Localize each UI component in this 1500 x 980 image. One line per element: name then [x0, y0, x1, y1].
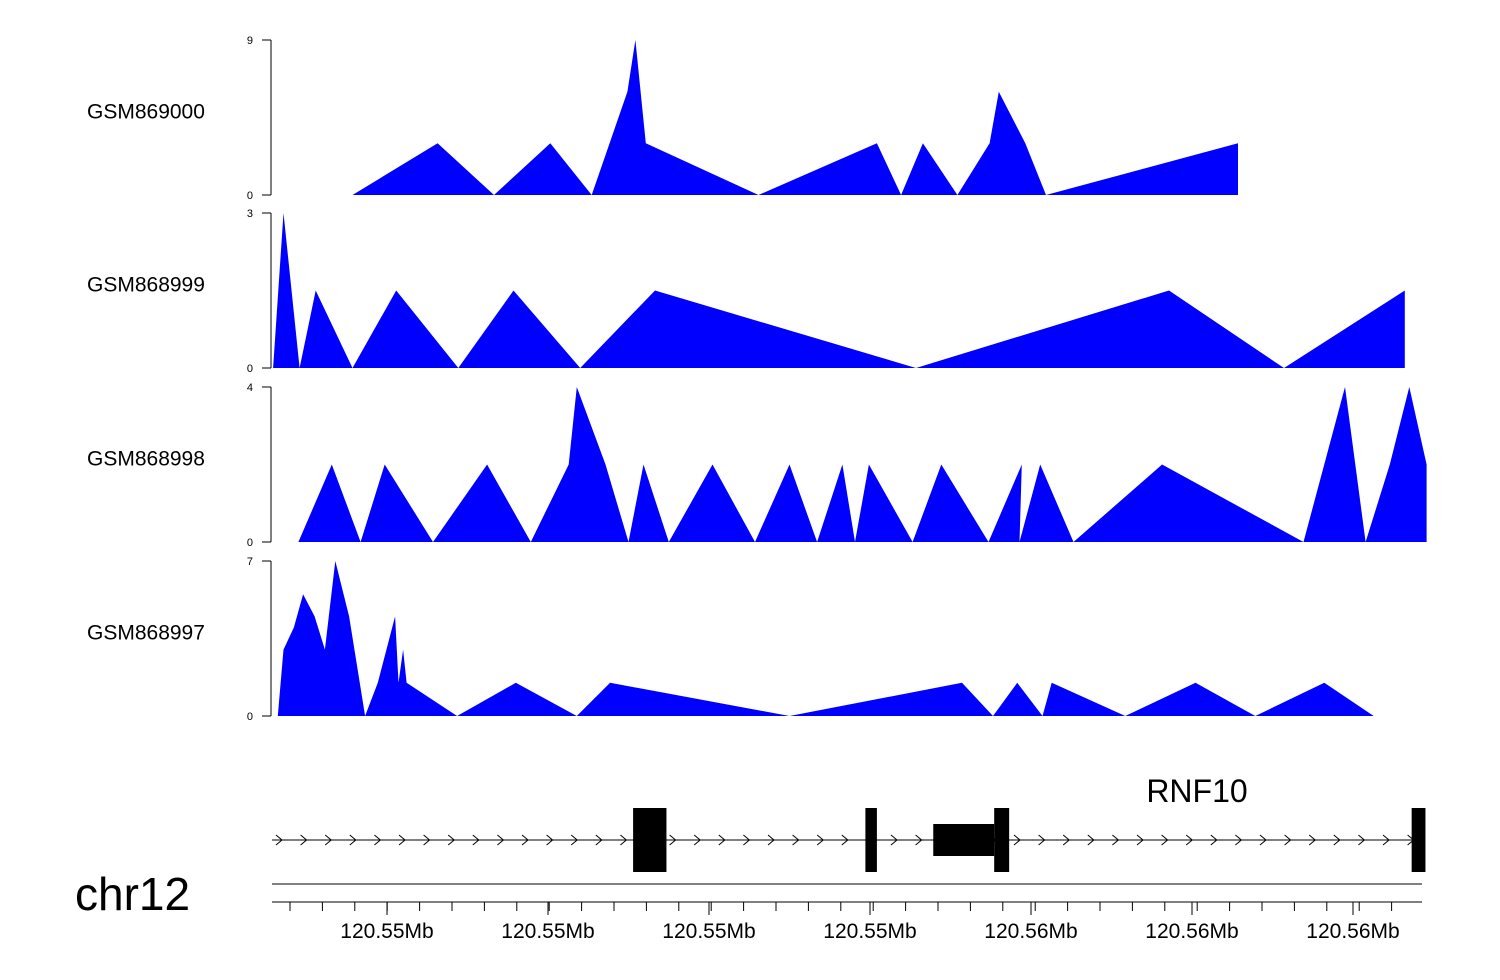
axis-tick-label: 120.55Mb [823, 920, 916, 943]
strand-arrow [324, 834, 332, 846]
strand-arrow [1382, 834, 1390, 846]
coverage-area [277, 561, 1374, 716]
exon-block [933, 824, 995, 856]
axis-tick-label: 120.56Mb [984, 920, 1077, 943]
strand-arrow [1210, 834, 1218, 846]
coverage-area [352, 40, 1238, 195]
strand-arrow [1161, 834, 1169, 846]
strand-arrow [521, 834, 529, 846]
track-label: GSM868998 [87, 448, 205, 471]
axis-tick-label: 120.55Mb [662, 920, 755, 943]
strand-arrow [472, 834, 480, 846]
strand-arrow [374, 834, 382, 846]
exon-block [1411, 808, 1426, 872]
strand-arrow [915, 834, 923, 846]
track-label: GSM869000 [87, 101, 205, 124]
strand-arrow [1259, 834, 1267, 846]
strand-arrow [816, 834, 824, 846]
strand-arrow [1136, 834, 1144, 846]
strand-arrow [1013, 834, 1021, 846]
strand-arrow [792, 834, 800, 846]
strand-arrow [718, 834, 726, 846]
strand-arrow [767, 834, 775, 846]
track-gsm868998: GSM868998 4 0 [87, 382, 1427, 549]
strand-arrow [693, 834, 701, 846]
strand-arrow [300, 834, 308, 846]
y-tick-label: 7 [247, 556, 253, 568]
axis-tick-label: 120.55Mb [501, 920, 594, 943]
y-tick-label: 0 [247, 537, 253, 549]
exon-block [994, 808, 1010, 872]
strand-arrow [546, 834, 554, 846]
coverage-area [298, 387, 1427, 542]
exon-block [865, 808, 877, 872]
strand-arrow [620, 834, 628, 846]
strand-arrow [1358, 834, 1366, 846]
axis-tick-label: 120.55Mb [340, 920, 433, 943]
strand-arrow [1308, 834, 1316, 846]
strand-arrow [890, 834, 898, 846]
strand-arrow [1062, 834, 1070, 846]
strand-arrow [1185, 834, 1193, 846]
strand-arrow [1333, 834, 1341, 846]
strand-arrow [570, 834, 578, 846]
y-tick-label: 0 [247, 711, 253, 723]
y-tick-label: 0 [247, 190, 253, 202]
y-tick-label: 4 [247, 382, 253, 394]
strand-arrow [497, 834, 505, 846]
y-tick-label: 0 [247, 363, 253, 375]
strand-arrow [595, 834, 603, 846]
chromosome-label: chr12 [75, 868, 190, 920]
track-label: GSM868997 [87, 622, 205, 645]
strand-arrow [1235, 834, 1243, 846]
strand-arrow [398, 834, 406, 846]
strand-arrow [447, 834, 455, 846]
strand-arrow [1112, 834, 1120, 846]
strand-arrow [1038, 834, 1046, 846]
track-gsm869000: GSM869000 9 0 [87, 35, 1238, 202]
strand-arrow [423, 834, 431, 846]
coverage-tracks: GSM86900090GSM86899930GSM86899840GSM8689… [87, 35, 1427, 723]
track-label: GSM868999 [87, 274, 205, 297]
track-gsm868997: GSM868997 7 0 [87, 556, 1374, 723]
axis-tick-label: 120.56Mb [1306, 920, 1399, 943]
strand-arrow [349, 834, 357, 846]
strand-arrow [743, 834, 751, 846]
track-gsm868999: GSM868999 3 0 [87, 208, 1405, 375]
strand-arrow [1284, 834, 1292, 846]
axis-tick-label: 120.56Mb [1145, 920, 1238, 943]
y-tick-label: 9 [247, 35, 253, 47]
strand-arrow [275, 834, 283, 846]
gene-name-label: RNF10 [1146, 773, 1247, 809]
exon-block [633, 808, 667, 872]
genome-axis: 120.55Mb 120.55Mb 120.55Mb 120.55Mb 120.56Mb… [272, 883, 1422, 943]
strand-arrow [841, 834, 849, 846]
coverage-area [273, 213, 1405, 368]
strand-arrow [669, 834, 677, 846]
gene-model: RNF10 [272, 773, 1426, 872]
strand-arrow [1087, 834, 1095, 846]
y-tick-label: 3 [247, 208, 253, 220]
